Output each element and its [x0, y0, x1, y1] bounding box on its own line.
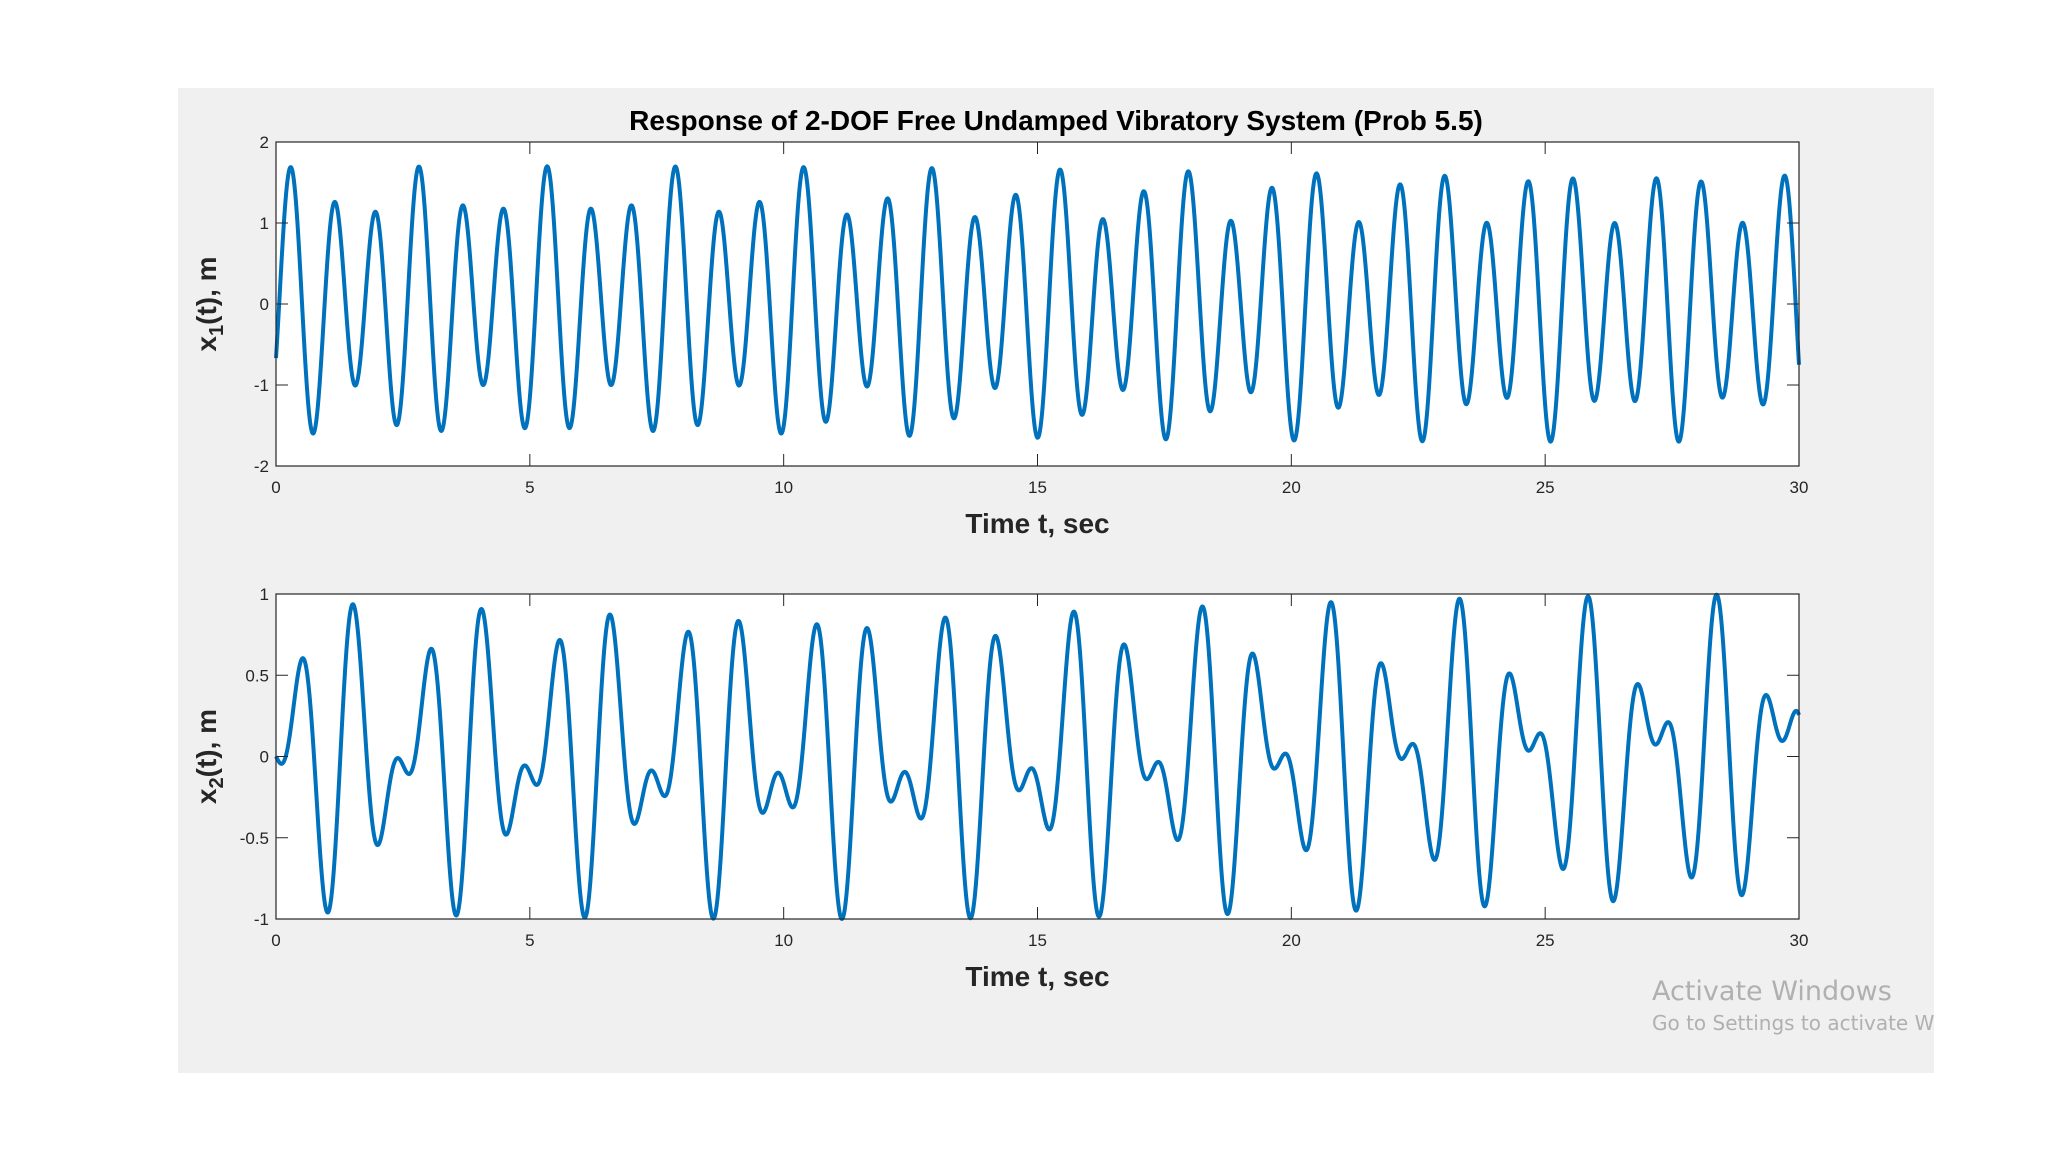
x1-xtick-label: 30: [1790, 478, 1809, 497]
x1-xtick-label: 10: [774, 478, 793, 497]
figure-canvas: Response of 2-DOF Free Undamped Vibrator…: [191, 105, 1934, 1035]
x1-xtick-label: 20: [1282, 478, 1301, 497]
x2-xtick-label: 5: [525, 931, 534, 950]
x2-series-line-0: [274, 592, 1801, 921]
x2-ytick-label: -1: [254, 910, 269, 929]
x2-xaxis-label: Time t, sec: [965, 961, 1109, 992]
x2-ytick-label: 0.5: [245, 666, 269, 685]
x1-ytick-label: 2: [260, 133, 269, 152]
x1-xtick-label: 25: [1536, 478, 1555, 497]
x1-series-line-0: [274, 164, 1801, 444]
figure-window: Response of 2-DOF Free Undamped Vibrator…: [178, 88, 1934, 1073]
x1-xtick-label: 0: [271, 478, 280, 497]
x1-ytick-label: 1: [260, 214, 269, 233]
x2-xtick-label: 10: [774, 931, 793, 950]
watermark-line2: Go to Settings to activate Windows.: [1652, 1011, 1934, 1035]
x1-xaxis-label: Time t, sec: [965, 508, 1109, 539]
axes-x2: 0 5 10 15 20 25 30 -1 -0.5 0 0.5 1 Time t, sec x2(t),…: [191, 585, 1808, 992]
x1-xtick-label: 5: [525, 478, 534, 497]
x2-ytick-label: 1: [260, 585, 269, 604]
x2-xtick-label: 20: [1282, 931, 1301, 950]
axes-x1: 0 5 10 15 20 25 30 -2 -1 0 1 2 Time t, sec x1(t), m: [191, 133, 1808, 539]
x2-ytick-label: 0: [260, 748, 269, 767]
watermark-line1: Activate Windows: [1652, 976, 1892, 1007]
x1-ytick-label: -2: [254, 457, 269, 476]
x2-plot-area: [276, 594, 1799, 919]
x1-ytick-label: -1: [254, 376, 269, 395]
x2-xtick-label: 15: [1028, 931, 1047, 950]
x1-yaxis-label: x1(t), m: [191, 256, 228, 351]
x2-xtick-label: 25: [1536, 931, 1555, 950]
x1-ytick-label: 0: [260, 295, 269, 314]
x2-yaxis-label: x2(t), m: [191, 709, 228, 804]
x2-xtick-label: 30: [1790, 931, 1809, 950]
x2-xtick-label: 0: [271, 931, 280, 950]
x1-xtick-label: 15: [1028, 478, 1047, 497]
watermark: Activate Windows Go to Settings to activ…: [1652, 976, 1934, 1035]
x2-ytick-label: -0.5: [240, 829, 269, 848]
figure-title: Response of 2-DOF Free Undamped Vibrator…: [629, 105, 1483, 136]
